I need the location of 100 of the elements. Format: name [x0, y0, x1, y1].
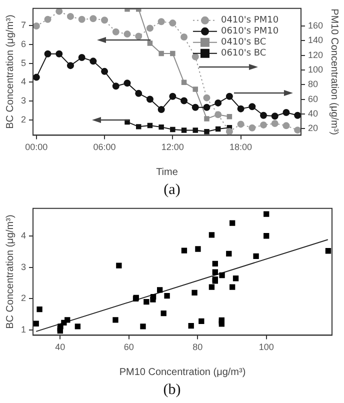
point: [57, 328, 63, 334]
point: [164, 293, 170, 299]
point: [260, 112, 268, 119]
point: [198, 318, 204, 324]
x-tick-label: 80: [192, 342, 203, 352]
point: [230, 284, 236, 290]
point: [232, 276, 239, 282]
x-tick-label: 18:00: [230, 142, 252, 152]
point: [36, 306, 42, 312]
y-tick-label: 6: [20, 38, 26, 49]
point: [90, 15, 97, 22]
point: [192, 290, 198, 296]
y-tick-label: 7: [20, 20, 26, 30]
point: [237, 120, 244, 128]
point: [146, 24, 154, 32]
point: [135, 32, 142, 40]
point: [158, 124, 164, 130]
x-axis-title: Time: [156, 166, 178, 178]
point: [135, 90, 142, 97]
point: [218, 321, 225, 327]
y2-axis-title: PM10 Concentration (μg/m³): [328, 8, 340, 135]
point: [156, 287, 163, 293]
point: [215, 126, 221, 132]
y-tick-label: 3: [20, 262, 26, 272]
point: [170, 126, 176, 132]
y-tick-label: 2: [20, 114, 26, 125]
y2-tick-label: 160: [308, 20, 324, 30]
point: [226, 250, 232, 257]
y2-tick-label: 60: [308, 94, 318, 104]
point: [44, 50, 52, 58]
point: [212, 260, 218, 267]
point: [253, 253, 259, 260]
point: [204, 116, 210, 122]
x-axis-title: PM10 Concentration (μg/m³): [119, 366, 246, 378]
point: [226, 114, 232, 120]
y-tick-label: 1: [20, 324, 26, 334]
y2-tick-label: 80: [308, 79, 318, 90]
point: [181, 80, 187, 86]
point: [195, 246, 201, 252]
point: [150, 296, 156, 302]
point: [226, 128, 233, 136]
point: [124, 30, 131, 38]
point: [33, 320, 39, 326]
point: [192, 104, 199, 111]
legend-label: 0410's PM10: [220, 16, 279, 26]
point: [158, 50, 164, 56]
line-series: [33, 8, 301, 136]
y-axis-title: BC Concentration (μg/m³): [4, 214, 16, 329]
point: [64, 317, 70, 323]
point: [124, 8, 130, 12]
point: [219, 272, 225, 278]
y2-tick-label: 140: [308, 35, 324, 46]
y2-tick-label: 100: [308, 64, 324, 74]
x-tick-label: 60: [124, 342, 134, 352]
point: [208, 232, 215, 238]
point: [188, 322, 194, 329]
point: [237, 105, 244, 112]
point: [78, 54, 86, 62]
point: [112, 28, 120, 36]
point: [169, 20, 176, 27]
point: [264, 233, 270, 239]
point: [294, 126, 301, 134]
point: [260, 121, 268, 128]
point: [144, 298, 150, 305]
y-tick-label: 3: [20, 96, 26, 106]
y-axis-title: BC Concentration (μg/m³): [4, 14, 16, 129]
point: [180, 97, 188, 104]
point: [282, 122, 290, 130]
point: [203, 104, 210, 111]
point: [158, 18, 165, 26]
point: [204, 128, 210, 134]
y-tick-label: 5: [20, 58, 26, 68]
point: [212, 269, 218, 275]
point: [66, 62, 74, 70]
point: [101, 68, 108, 75]
point: [203, 94, 210, 102]
legend-label: 0410's BC: [220, 38, 266, 48]
point: [181, 128, 187, 133]
point: [271, 120, 278, 127]
point: [325, 248, 332, 254]
text: (a): [162, 182, 182, 199]
point: [112, 317, 118, 323]
point: [74, 324, 81, 330]
x-tick-label: 40: [55, 342, 66, 352]
point: [33, 74, 40, 81]
point: [147, 40, 153, 46]
point: [56, 50, 63, 58]
point: [282, 108, 290, 116]
point: [192, 128, 198, 133]
point: [146, 96, 154, 103]
point: [271, 112, 278, 120]
point: [264, 211, 270, 217]
text: (b): [162, 382, 182, 399]
point: [192, 86, 198, 92]
x-tick-label: 00:00: [25, 142, 48, 152]
point: [158, 106, 165, 114]
point: [33, 22, 40, 30]
point: [214, 99, 222, 106]
point: [181, 248, 188, 254]
y-tick-label: 4: [20, 230, 26, 241]
